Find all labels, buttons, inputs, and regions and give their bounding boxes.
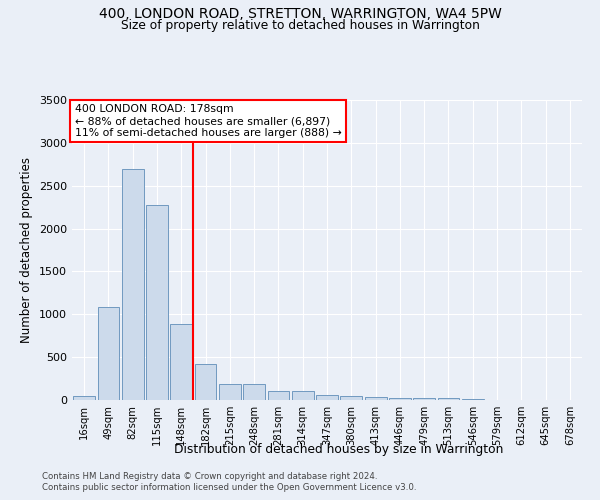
Bar bbox=[389, 398, 411, 400]
Bar bbox=[365, 396, 386, 400]
Bar bbox=[122, 168, 143, 400]
Bar bbox=[268, 392, 289, 400]
Bar bbox=[146, 204, 168, 400]
Bar bbox=[413, 398, 435, 400]
Text: Size of property relative to detached houses in Warrington: Size of property relative to detached ho… bbox=[121, 19, 479, 32]
Bar bbox=[340, 396, 362, 400]
Text: Contains HM Land Registry data © Crown copyright and database right 2024.: Contains HM Land Registry data © Crown c… bbox=[42, 472, 377, 481]
Bar bbox=[73, 396, 95, 400]
Bar bbox=[97, 306, 119, 400]
Bar bbox=[462, 399, 484, 400]
Bar bbox=[292, 392, 314, 400]
Text: Contains public sector information licensed under the Open Government Licence v3: Contains public sector information licen… bbox=[42, 484, 416, 492]
Text: 400, LONDON ROAD, STRETTON, WARRINGTON, WA4 5PW: 400, LONDON ROAD, STRETTON, WARRINGTON, … bbox=[98, 8, 502, 22]
Bar bbox=[219, 384, 241, 400]
Bar bbox=[437, 398, 460, 400]
Bar bbox=[170, 324, 192, 400]
Bar bbox=[243, 384, 265, 400]
Y-axis label: Number of detached properties: Number of detached properties bbox=[20, 157, 34, 343]
Bar bbox=[316, 396, 338, 400]
Text: 400 LONDON ROAD: 178sqm
← 88% of detached houses are smaller (6,897)
11% of semi: 400 LONDON ROAD: 178sqm ← 88% of detache… bbox=[74, 104, 341, 138]
Bar bbox=[194, 364, 217, 400]
Text: Distribution of detached houses by size in Warrington: Distribution of detached houses by size … bbox=[175, 442, 503, 456]
